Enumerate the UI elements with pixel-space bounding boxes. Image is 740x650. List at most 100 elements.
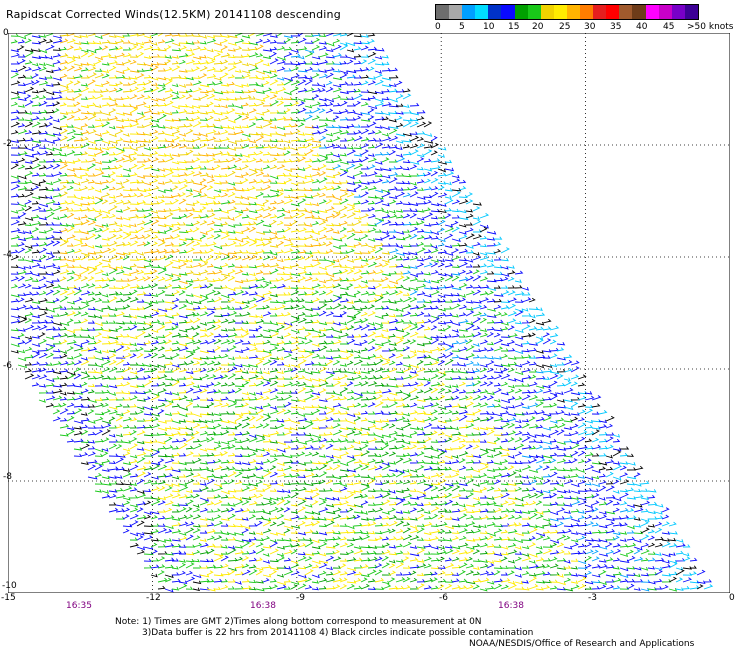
wind-barb: [255, 314, 264, 319]
wind-barb: [94, 59, 102, 65]
wind-barb: [339, 411, 349, 415]
wind-barb: [136, 256, 147, 261]
wind-barb: [360, 34, 369, 38]
wind-barb: [458, 248, 469, 254]
wind-barb: [416, 513, 425, 520]
wind-barb: [94, 269, 104, 275]
wind-barb: [332, 459, 341, 464]
wind-barb: [241, 517, 249, 521]
wind-barb: [108, 82, 119, 87]
wind-barb: [346, 389, 355, 394]
wind-barb: [24, 187, 34, 191]
wind-barb: [122, 187, 133, 192]
wind-barb: [318, 164, 327, 170]
wind-barb: [108, 409, 118, 415]
wind-barb: [206, 66, 216, 72]
wind-barb: [80, 374, 91, 380]
wind-barb: [136, 226, 145, 233]
wind-barb: [346, 353, 354, 359]
wind-barb: [304, 451, 313, 457]
wind-barb: [402, 412, 411, 417]
wind-barb: [122, 168, 132, 172]
wind-barb: [171, 74, 182, 79]
wind-barb: [185, 270, 194, 275]
wind-barb: [185, 445, 194, 450]
wind-barb: [304, 178, 315, 184]
wind-barb: [108, 489, 118, 493]
wind-barb: [353, 290, 361, 296]
wind-barb: [381, 189, 390, 193]
wind-barb: [444, 466, 453, 471]
wind-barb: [395, 153, 403, 158]
wind-barb: [108, 266, 118, 271]
wind-barb: [157, 268, 167, 275]
wind-barb: [38, 311, 48, 317]
wind-barb: [10, 130, 19, 135]
wind-barb: [136, 265, 147, 269]
wind-barb: [108, 165, 118, 170]
wind-barb: [472, 402, 482, 408]
wind-barb: [192, 40, 201, 44]
wind-barb: [374, 375, 384, 380]
wind-barb: [472, 275, 482, 282]
wind-barb: [178, 437, 187, 443]
wind-barb: [346, 42, 356, 47]
wind-barb: [388, 445, 398, 450]
wind-barb: [262, 263, 271, 268]
wind-barb: [409, 117, 419, 122]
wind-barb: [353, 100, 361, 107]
wind-barb: [248, 374, 259, 380]
wind-barb: [332, 102, 341, 107]
wind-barb: [66, 333, 77, 338]
wind-barb: [143, 321, 152, 326]
wind-barb: [73, 297, 83, 303]
wind-barb: [318, 284, 327, 289]
wind-barb: [276, 40, 287, 44]
wind-barb: [486, 360, 495, 366]
wind-barb: [45, 164, 54, 170]
wind-barb: [241, 221, 252, 226]
wind-barb: [437, 410, 445, 415]
wind-barb: [73, 426, 83, 430]
wind-barb: [80, 207, 91, 212]
wind-barb: [388, 110, 398, 115]
wind-barb: [360, 444, 369, 450]
wind-barb: [52, 216, 60, 221]
wind-barb: [584, 465, 595, 471]
wind-barb: [339, 396, 348, 401]
wind-barb: [269, 481, 279, 485]
wind-barb: [143, 192, 152, 198]
wind-barb: [157, 238, 165, 242]
wind-barb: [486, 258, 494, 263]
wind-barb: [122, 217, 131, 221]
wind-barb: [325, 431, 333, 436]
wind-barb: [66, 97, 75, 101]
wind-barb: [66, 75, 76, 80]
wind-barb: [283, 276, 294, 282]
wind-barb: [346, 203, 355, 208]
wind-barb: [395, 275, 405, 282]
wind-barb: [472, 426, 480, 431]
wind-barb: [241, 340, 251, 345]
wind-barb: [157, 223, 167, 228]
wind-barb: [367, 465, 378, 471]
wind-barb: [178, 109, 188, 114]
wind-barb: [507, 404, 516, 409]
wind-barb: [45, 199, 56, 205]
wind-barb: [584, 404, 594, 409]
wind-barb: [563, 380, 572, 387]
wind-barb: [248, 226, 257, 233]
wind-barb: [437, 448, 447, 453]
wind-barb: [563, 495, 573, 500]
wind-barb: [479, 291, 489, 296]
wind-barb: [311, 487, 319, 492]
wind-barb: [227, 241, 237, 247]
wind-barb: [171, 180, 181, 184]
wind-barb: [416, 354, 427, 359]
wind-barb: [346, 59, 354, 65]
wind-barb: [276, 340, 285, 345]
wind-barb: [388, 430, 398, 436]
wind-barb: [304, 195, 314, 199]
wind-barb: [220, 254, 231, 261]
wind-barb: [234, 468, 244, 472]
